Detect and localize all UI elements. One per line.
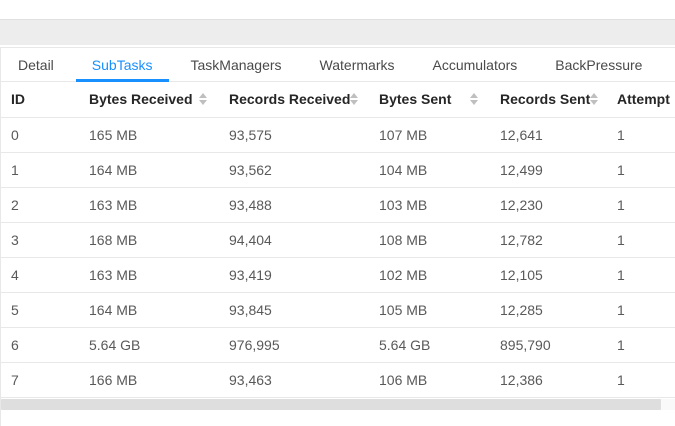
cell-id: 7: [1, 362, 79, 398]
cell-records-sent: 12,105: [490, 257, 607, 293]
cell-records-received: 94,404: [219, 222, 369, 258]
cell-attempt: 1: [607, 117, 675, 153]
subtasks-table: ID Bytes Received Records Received: [1, 82, 675, 398]
panel-gap: [0, 45, 675, 47]
cell-id: 6: [1, 327, 79, 363]
table-row: 5 164 MB 93,845 105 MB 12,285 1: [1, 292, 675, 328]
table-row: 6 5.64 GB 976,995 5.64 GB 895,790 1: [1, 327, 675, 363]
cell-bytes-sent: 5.64 GB: [369, 327, 490, 363]
cell-records-sent: 12,782: [490, 222, 607, 258]
sort-icon[interactable]: [199, 93, 207, 106]
tab-detail[interactable]: Detail: [18, 56, 54, 73]
job-detail-card: Detail SubTasks TaskManagers Watermarks …: [0, 47, 675, 426]
column-header-label: Records Received: [229, 91, 351, 108]
sort-icon[interactable]: [350, 93, 359, 106]
cell-bytes-received: 5.64 GB: [79, 327, 219, 363]
table-row: 1 164 MB 93,562 104 MB 12,499 1: [1, 152, 675, 188]
table-row: 4 163 MB 93,419 102 MB 12,105 1: [1, 257, 675, 293]
cell-records-sent: 12,641: [490, 117, 607, 153]
cell-bytes-sent: 104 MB: [369, 152, 490, 188]
cell-records-received: 93,845: [219, 292, 369, 328]
table-header-row: ID Bytes Received Records Received: [1, 82, 675, 118]
cell-records-received: 93,575: [219, 117, 369, 153]
job-graph-panel-bottom: [0, 19, 675, 45]
cell-attempt: 1: [607, 152, 675, 188]
tab-backpressure[interactable]: BackPressure: [555, 56, 643, 73]
table-row: 0 165 MB 93,575 107 MB 12,641 1: [1, 117, 675, 153]
cell-records-sent: 12,499: [490, 152, 607, 188]
column-header-label: Bytes Sent: [379, 91, 452, 108]
job-tabs: Detail SubTasks TaskManagers Watermarks …: [1, 48, 675, 82]
table-row: 3 168 MB 94,404 108 MB 12,782 1: [1, 222, 675, 258]
cell-id: 0: [1, 117, 79, 153]
column-header-attempt: Attempt: [607, 82, 675, 118]
cell-bytes-received: 164 MB: [79, 292, 219, 328]
cell-attempt: 1: [607, 222, 675, 258]
cell-bytes-sent: 105 MB: [369, 292, 490, 328]
cell-records-received: 93,488: [219, 187, 369, 223]
sort-icon[interactable]: [590, 93, 599, 106]
cell-attempt: 1: [607, 257, 675, 293]
caret-down-icon: [199, 100, 207, 106]
horizontal-scrollbar-thumb[interactable]: [1, 398, 661, 410]
tab-taskmanagers[interactable]: TaskManagers: [190, 56, 282, 73]
cell-records-sent: 12,386: [490, 362, 607, 398]
cell-bytes-sent: 107 MB: [369, 117, 490, 153]
column-header-label: Records Sent: [500, 91, 591, 108]
horizontal-scrollbar[interactable]: [1, 398, 675, 410]
column-header-records-received[interactable]: Records Received: [219, 82, 369, 118]
caret-down-icon: [590, 100, 599, 106]
caret-up-icon: [590, 93, 599, 99]
card-empty-space: [1, 409, 675, 426]
cell-bytes-sent: 102 MB: [369, 257, 490, 293]
cell-bytes-received: 163 MB: [79, 187, 219, 223]
table-row: 7 166 MB 93,463 106 MB 12,386 1: [1, 362, 675, 398]
cell-records-received: 93,562: [219, 152, 369, 188]
sort-icon[interactable]: [470, 93, 478, 106]
cell-attempt: 1: [607, 187, 675, 223]
cell-records-received: 976,995: [219, 327, 369, 363]
cell-records-received: 93,463: [219, 362, 369, 398]
caret-down-icon: [350, 100, 359, 106]
cell-records-sent: 12,285: [490, 292, 607, 328]
cell-bytes-received: 163 MB: [79, 257, 219, 293]
cell-records-sent: 895,790: [490, 327, 607, 363]
cell-attempt: 1: [607, 292, 675, 328]
column-header-id: ID: [1, 82, 79, 118]
cell-attempt: 1: [607, 362, 675, 398]
cell-bytes-sent: 108 MB: [369, 222, 490, 258]
column-header-records-sent[interactable]: Records Sent: [490, 82, 607, 118]
caret-down-icon: [470, 100, 478, 106]
cell-records-sent: 12,230: [490, 187, 607, 223]
cell-bytes-received: 164 MB: [79, 152, 219, 188]
caret-up-icon: [199, 93, 207, 99]
cell-bytes-received: 165 MB: [79, 117, 219, 153]
table-row: 2 163 MB 93,488 103 MB 12,230 1: [1, 187, 675, 223]
page-background-top: [0, 0, 675, 19]
column-header-bytes-received[interactable]: Bytes Received: [79, 82, 219, 118]
cell-id: 5: [1, 292, 79, 328]
tab-watermarks[interactable]: Watermarks: [319, 56, 395, 73]
cell-id: 1: [1, 152, 79, 188]
cell-attempt: 1: [607, 327, 675, 363]
cell-bytes-received: 168 MB: [79, 222, 219, 258]
cell-bytes-sent: 106 MB: [369, 362, 490, 398]
column-header-bytes-sent[interactable]: Bytes Sent: [369, 82, 490, 118]
caret-up-icon: [470, 93, 478, 99]
caret-up-icon: [350, 93, 359, 99]
cell-id: 2: [1, 187, 79, 223]
cell-records-received: 93,419: [219, 257, 369, 293]
column-header-label: Bytes Received: [89, 91, 193, 108]
cell-bytes-sent: 103 MB: [369, 187, 490, 223]
cell-id: 4: [1, 257, 79, 293]
tab-subtasks[interactable]: SubTasks: [75, 48, 169, 82]
cell-id: 3: [1, 222, 79, 258]
cell-bytes-received: 166 MB: [79, 362, 219, 398]
tab-accumulators[interactable]: Accumulators: [432, 56, 518, 73]
